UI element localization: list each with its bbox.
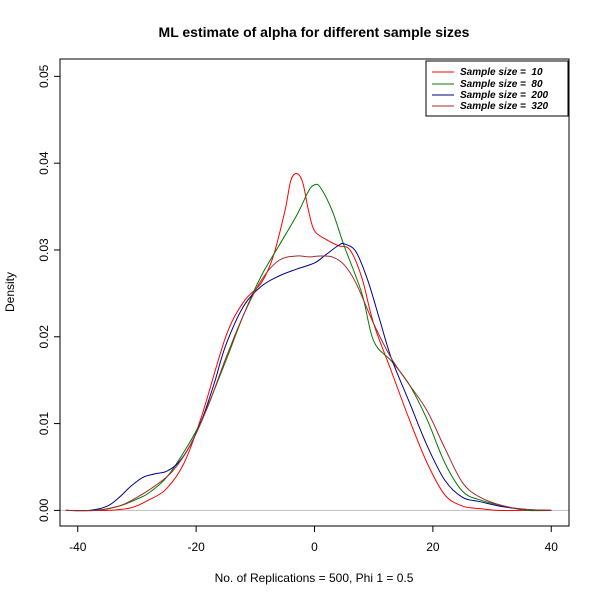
legend-entry: Sample size = 10	[432, 67, 543, 78]
x-tick-label: -20	[187, 540, 205, 554]
legend-label: Sample size = 80	[460, 79, 543, 90]
x-axis-label: No. of Replications = 500, Phi 1 = 0.5	[215, 571, 414, 585]
y-tick-label: 0.00	[37, 498, 51, 522]
legend-label: Sample size = 200	[460, 90, 549, 101]
x-tick-label: 40	[545, 540, 559, 554]
plot-frame	[59, 58, 570, 527]
chart-title: ML estimate of alpha for different sampl…	[159, 24, 470, 40]
density-line-series-1	[65, 173, 552, 512]
legend: Sample size = 10 Sample size = 80 Sample…	[425, 60, 569, 117]
legend-label: Sample size = 10	[460, 67, 543, 78]
y-axis-label: Density	[3, 272, 17, 312]
legend-entry: Sample size = 80	[432, 79, 543, 90]
y-tick-label: 0.05	[37, 64, 51, 88]
legend-box	[425, 60, 569, 117]
x-tick-label: 0	[311, 540, 318, 554]
y-tick-label: 0.02	[37, 325, 51, 349]
density-line-series-3	[65, 242, 552, 512]
y-axis: 0.00 0.01 0.02 0.03 0.04 0.05	[37, 64, 60, 522]
plot-area	[60, 173, 569, 512]
x-tick-label: -40	[69, 540, 87, 554]
x-tick-label: 20	[426, 540, 440, 554]
legend-entry: Sample size = 320	[432, 101, 549, 112]
density-line-series-2	[65, 183, 552, 512]
y-tick-label: 0.03	[37, 238, 51, 262]
legend-entry: Sample size = 200	[432, 90, 549, 101]
y-tick-label: 0.01	[37, 412, 51, 436]
density-line-series-4	[65, 255, 552, 512]
legend-label: Sample size = 320	[460, 101, 549, 112]
x-axis: -40 -20 0 20 40	[69, 526, 558, 554]
y-tick-label: 0.04	[37, 151, 51, 175]
